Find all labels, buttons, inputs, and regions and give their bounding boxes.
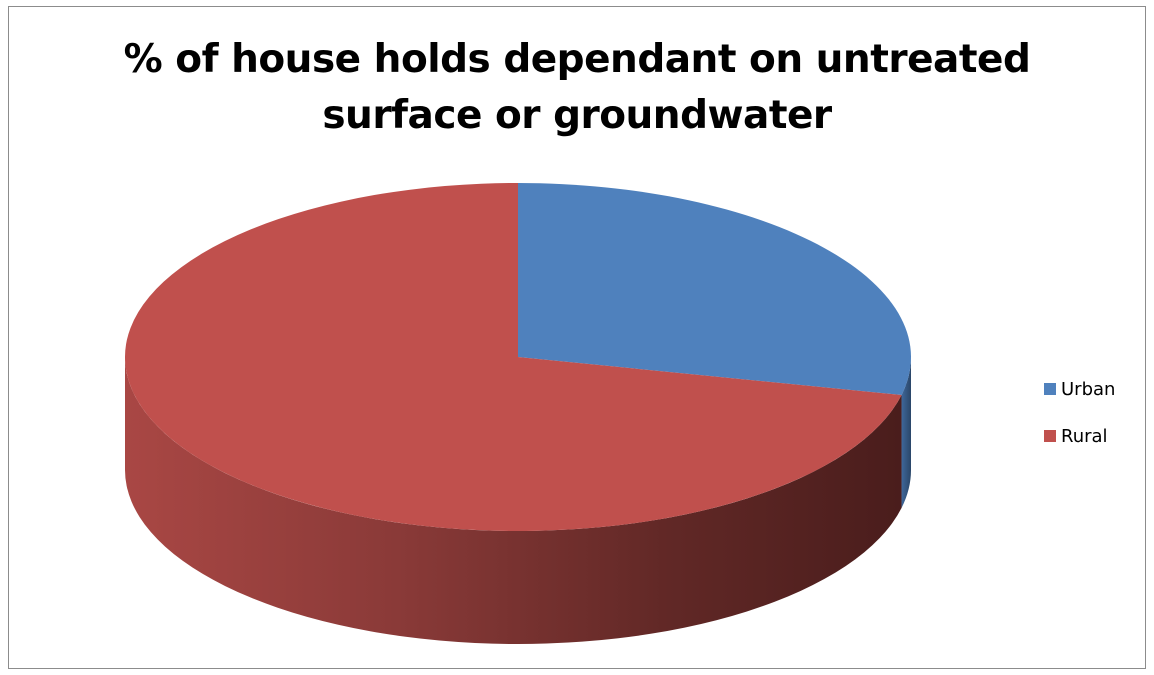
- pie-side-rural: [125, 357, 902, 645]
- pie-side-urban: [901, 357, 911, 508]
- pie-slice-urban: [518, 183, 911, 395]
- pie-slice-rural: [125, 183, 902, 532]
- legend-label-rural: Rural: [1061, 425, 1108, 447]
- chart-title: % of house holds dependant on untreated …: [0, 32, 1154, 144]
- legend: Urban Rural: [1044, 377, 1115, 471]
- legend-swatch-urban: [1044, 383, 1056, 395]
- chart-title-line-1: % of house holds dependant on untreated: [123, 37, 1031, 82]
- legend-swatch-rural: [1044, 430, 1056, 442]
- chart-title-line-2: surface or groundwater: [322, 93, 832, 138]
- legend-item-urban: Urban: [1044, 377, 1115, 401]
- legend-item-rural: Rural: [1044, 424, 1115, 448]
- legend-label-urban: Urban: [1061, 378, 1116, 400]
